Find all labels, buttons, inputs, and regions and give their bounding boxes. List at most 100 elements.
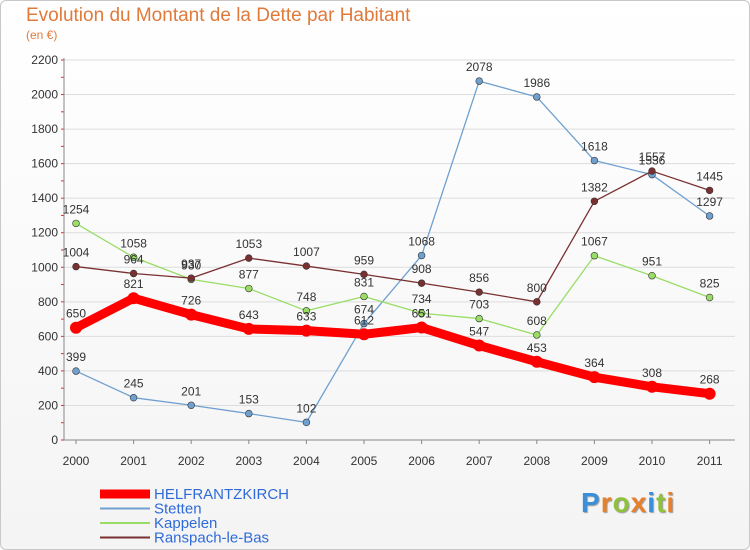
data-label: 734 [412, 292, 432, 306]
data-label: 825 [700, 277, 720, 291]
data-point [358, 328, 370, 341]
data-label: 748 [296, 290, 316, 304]
series-line-3 [75, 170, 711, 303]
y-tick-label: 200 [38, 398, 58, 412]
data-point [185, 308, 198, 321]
y-tick-label: 1000 [31, 260, 58, 274]
x-tick-label: 2005 [351, 454, 378, 468]
data-label: 800 [527, 281, 547, 295]
data-point [475, 288, 483, 296]
data-label: 951 [642, 255, 662, 269]
data-label: 703 [469, 298, 489, 312]
data-point [703, 387, 716, 400]
data-label: 831 [354, 275, 374, 289]
data-point [475, 77, 483, 85]
data-point [300, 324, 313, 337]
data-point [648, 167, 656, 175]
data-point [475, 314, 483, 323]
y-tick-label: 1400 [31, 191, 58, 205]
proxiti-logo: Proxiti [581, 487, 675, 519]
data-point [705, 186, 714, 195]
data-label: 153 [239, 393, 259, 407]
data-point [245, 254, 253, 262]
chart-title: Evolution du Montant de la Dette par Hab… [26, 5, 411, 26]
data-point [533, 331, 541, 339]
data-point [646, 380, 658, 393]
data-label: 650 [66, 307, 86, 321]
data-label: 201 [181, 384, 201, 398]
x-tick-label: 2004 [293, 454, 320, 468]
series-line-0 [71, 293, 715, 399]
data-label: 2078 [466, 60, 493, 74]
data-label: 268 [700, 373, 720, 387]
data-point [590, 252, 599, 260]
data-point [533, 93, 541, 101]
x-tick-label: 2006 [408, 454, 435, 468]
logo-letter: t [656, 487, 667, 518]
data-label: 1297 [696, 195, 723, 209]
x-tick-label: 2009 [581, 454, 608, 468]
legend-label: Ranspach-le-Bas [154, 530, 269, 547]
axes: 0 200 400 600 800 1000 1200 1400 1600 1800 2000 220… [31, 53, 735, 468]
data-point [129, 253, 138, 261]
data-point [302, 418, 311, 427]
data-label: 877 [239, 268, 259, 282]
y-tick-label: 600 [38, 329, 58, 343]
data-point [533, 298, 541, 306]
data-label: 1618 [581, 140, 608, 154]
series-layer [70, 77, 716, 427]
data-point [590, 156, 599, 165]
y-tick-label: 0 [51, 433, 58, 447]
data-point [72, 219, 80, 228]
data-point [245, 409, 253, 418]
legend-label: HELFRANTZKIRCH [154, 486, 289, 503]
data-labels: 650 821 726 643 633 612 651 547 453 364 308 268 399 2… [63, 60, 724, 415]
data-point [127, 292, 140, 305]
data-label: 1536 [639, 154, 666, 168]
data-point [302, 262, 311, 270]
legend: HELFRANTZKIRCHStettenKappelenRanspach-le… [100, 486, 289, 547]
data-label: 399 [66, 350, 86, 364]
y-tick-label: 2200 [31, 53, 58, 67]
data-label: 633 [296, 310, 316, 324]
data-label: 726 [181, 294, 201, 308]
data-label: 453 [527, 341, 547, 355]
data-label: 1067 [581, 235, 608, 249]
data-label: 908 [412, 262, 432, 276]
grid-lines [64, 59, 735, 441]
data-label: 308 [642, 366, 662, 380]
data-point [129, 269, 138, 278]
data-point [590, 197, 599, 205]
data-label: 1986 [523, 76, 550, 90]
data-label: 1053 [235, 237, 262, 251]
data-point [187, 401, 195, 409]
data-point [72, 262, 80, 271]
data-point [302, 307, 311, 315]
data-point [187, 274, 195, 282]
data-point [530, 355, 543, 368]
y-tick-label: 400 [38, 364, 58, 378]
data-label: 612 [354, 313, 374, 327]
x-tick-label: 2002 [178, 454, 205, 468]
data-point [417, 309, 426, 317]
data-label: 1254 [63, 202, 90, 216]
series-line-1 [75, 80, 711, 424]
logo-letter: x [630, 487, 648, 518]
data-point [360, 270, 368, 279]
data-point [705, 293, 714, 302]
data-label: 856 [469, 271, 489, 285]
logo-letter: o [612, 487, 631, 518]
logo-letter: r [600, 487, 613, 518]
data-label: 1557 [639, 150, 666, 164]
data-label: 245 [124, 377, 144, 391]
chart-subtitle: (en €) [26, 28, 58, 42]
data-label: 547 [469, 325, 489, 339]
data-point [415, 321, 428, 334]
data-label: 937 [181, 257, 201, 271]
data-label: 643 [239, 308, 259, 322]
data-label: 608 [527, 314, 547, 328]
data-label: 674 [354, 303, 374, 317]
x-tick-label: 2000 [63, 454, 90, 468]
